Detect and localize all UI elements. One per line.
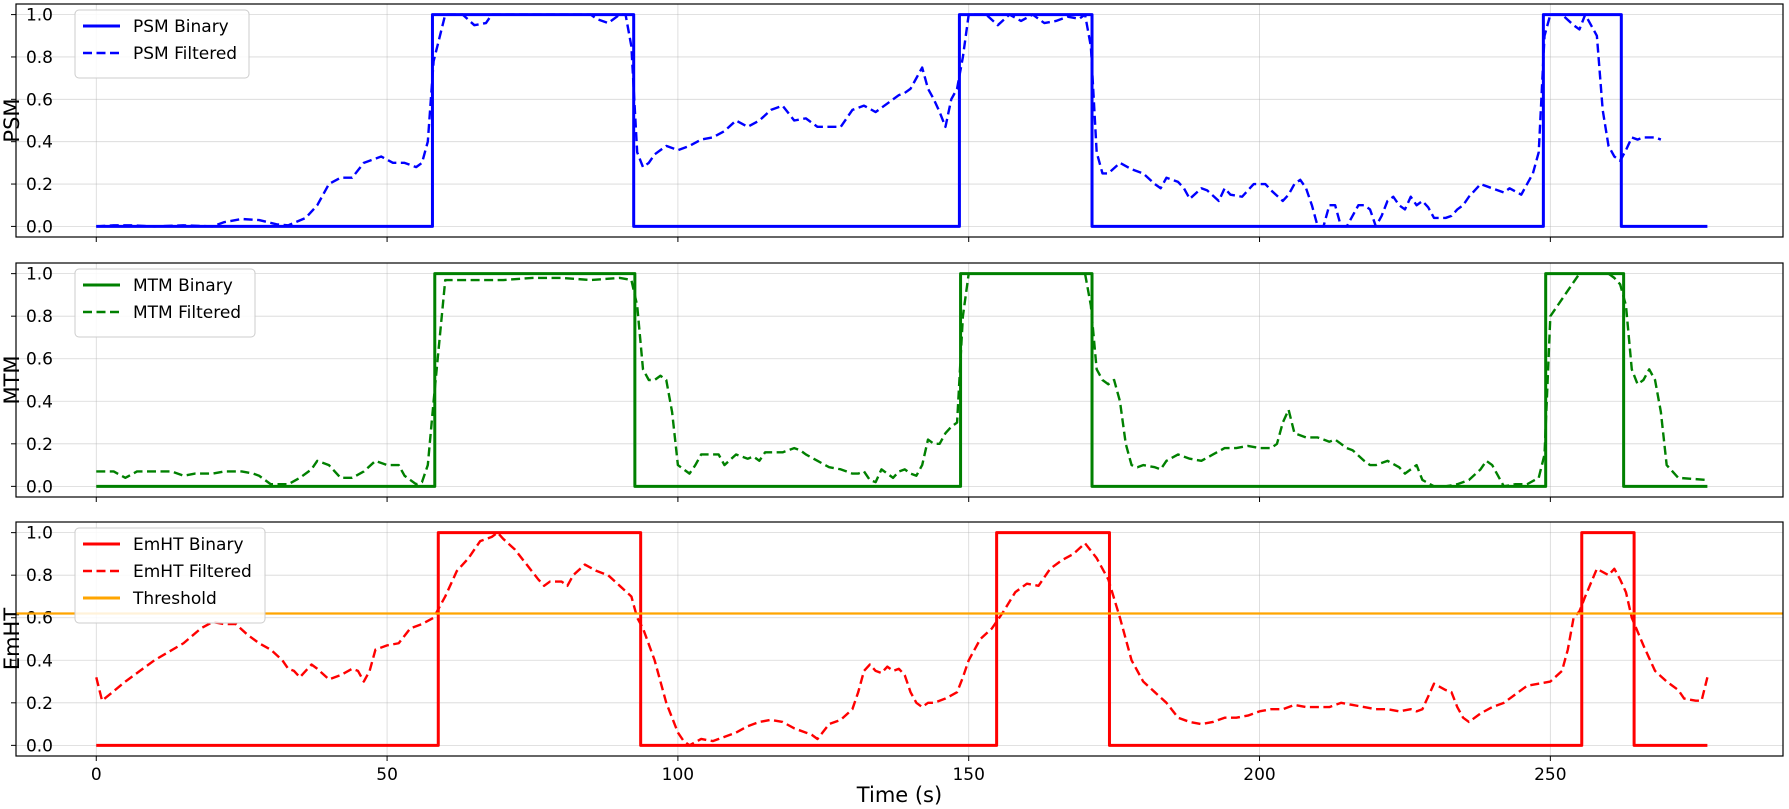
legend-label: MTM Filtered: [133, 303, 241, 323]
y-tick-label: 0.8: [26, 48, 53, 68]
legend-label: MTM Binary: [133, 276, 233, 296]
x-tick-label: 250: [1534, 765, 1566, 785]
series-emht-filtered: [95, 531, 1709, 747]
plot-area: [96, 272, 1708, 488]
x-tick-label: 100: [662, 765, 694, 785]
y-tick-label: 0.6: [26, 90, 53, 110]
y-tick-label: 1.0: [26, 265, 53, 285]
legend: PSM Binary PSM Filtered: [74, 9, 250, 79]
series-psm-binary: [96, 13, 1708, 228]
y-tick-label: 0.6: [26, 609, 53, 629]
x-tick-label: 200: [1243, 765, 1275, 785]
plot-area: [96, 13, 1708, 228]
y-tick-label: 0.0: [26, 217, 53, 237]
y-tick-label: 0.4: [26, 392, 53, 412]
subplot-psm: 0.0 0.2 0.4 0.6 0.8 1.0 PSM PSM Binary PSM Filte…: [0, 3, 1784, 242]
legend: EmHT Binary EmHT Filtered Threshold: [74, 527, 266, 624]
y-tick-label: 1.0: [26, 6, 53, 26]
series-psm-filtered: [96, 13, 1662, 228]
legend: MTM Binary MTM Filtered: [74, 268, 256, 338]
x-tick-label: 150: [952, 765, 984, 785]
plot-area: [16, 531, 1783, 747]
subplot-emht: 0.0 0.2 0.4 0.6 0.8 1.0 EmHT EmHT Binary EmHT Fi…: [0, 521, 1784, 761]
y-tick-label: 0.8: [26, 307, 53, 327]
x-tick-label: 50: [376, 765, 398, 785]
x-tick-label: 0: [91, 765, 102, 785]
y-tick-label: 1.0: [26, 524, 53, 544]
legend-label: PSM Binary: [133, 17, 229, 37]
y-tick-label: 0.8: [26, 566, 53, 586]
y-axis-label: MTM: [0, 355, 24, 404]
legend-label: Threshold: [132, 589, 217, 609]
legend-box: [74, 527, 266, 624]
y-tick-label: 0.4: [26, 133, 53, 153]
y-axis-label: PSM: [0, 98, 24, 142]
legend-label: EmHT Filtered: [133, 562, 252, 582]
y-tick-label: 0.0: [26, 736, 53, 756]
legend-label: PSM Filtered: [133, 44, 237, 64]
series-emht-binary: [96, 531, 1708, 747]
axes-frame: [15, 262, 1784, 498]
x-axis-label: Time (s): [856, 783, 942, 807]
y-tick-label: 0.2: [26, 694, 53, 714]
y-tick-label: 0.2: [26, 435, 53, 455]
y-tick-label: 0.6: [26, 350, 53, 370]
legend-label: EmHT Binary: [133, 535, 244, 555]
series-mtm-filtered: [96, 272, 1708, 488]
y-tick-label: 0.2: [26, 175, 53, 195]
y-axis-label: EmHT: [0, 608, 24, 671]
axes-frame: [15, 521, 1784, 757]
axes-frame: [15, 3, 1784, 238]
subplot-mtm: 0.0 0.2 0.4 0.6 0.8 1.0 MTM MTM Binary MTM Filte…: [0, 262, 1784, 502]
y-tick-label: 0.4: [26, 651, 53, 671]
y-tick-label: 0.0: [26, 477, 53, 497]
